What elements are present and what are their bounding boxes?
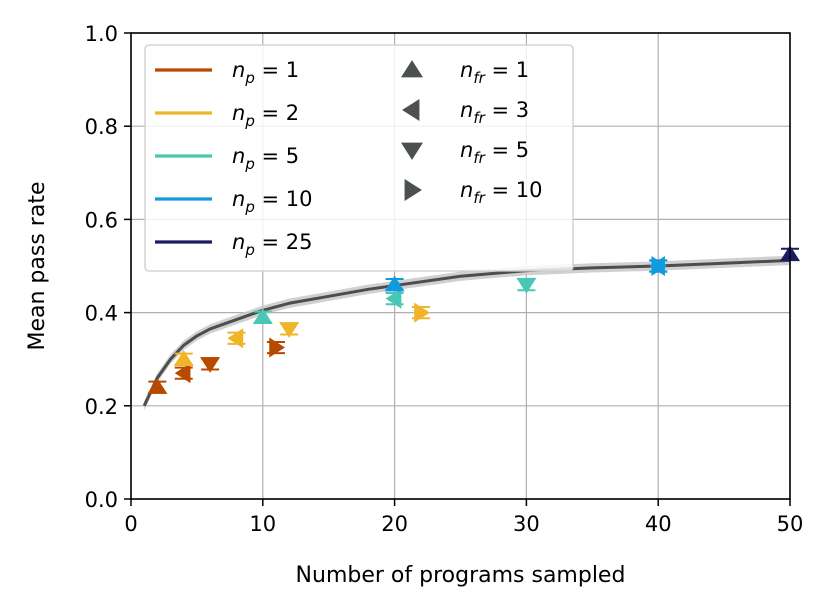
marker-left-1 (174, 363, 191, 384)
data-point-4 (173, 350, 194, 366)
x-axis-title: Number of programs sampled (296, 563, 626, 588)
axes (130, 32, 791, 500)
marker-up-0 (147, 378, 168, 394)
x-tick-label-5: 50 (777, 512, 804, 536)
data-point-3 (266, 337, 285, 358)
data-point-8 (252, 308, 273, 325)
x-tick-label-0: 0 (124, 512, 137, 536)
data-point-7 (411, 302, 430, 323)
marker-up-11 (384, 275, 405, 292)
legend-entry-nfr-1: nfr = 3 (402, 98, 529, 127)
legend-label-nfr-3: nfr = 10 (460, 178, 542, 207)
legend: np = 1 np = 2 np = 5 np = 10 np = 25 nfr = 1 n… (144, 44, 574, 272)
legend-label-np5: np = 5 (232, 144, 299, 173)
legend-entry-np-4: np = 25 (155, 230, 313, 259)
y-tick-label-1: 0.2 (85, 395, 118, 419)
legend-entry-nfr-2: nfr = 5 (401, 138, 529, 167)
marker-left-9 (385, 288, 402, 309)
legend-marker-up (401, 60, 423, 78)
marker-left-5 (227, 328, 244, 349)
legend-label-nfr-0: nfr = 1 (460, 58, 529, 87)
legend-entry-np-3: np = 10 (155, 187, 313, 216)
legend-label-nfr-1: nfr = 3 (460, 98, 529, 127)
marker-down-2 (200, 357, 221, 373)
marker-right-3 (269, 337, 285, 358)
x-tick-label-4: 40 (645, 512, 672, 536)
marker-down-6 (279, 322, 300, 338)
x-tick-label-2: 20 (381, 512, 408, 536)
legend-entry-nfr-3: nfr = 10 (404, 178, 542, 207)
legend-label-np2: np = 2 (232, 101, 299, 130)
legend-label-nfr-2: nfr = 5 (460, 138, 529, 167)
marker-up-8 (252, 308, 273, 325)
legend-label-np1: np = 1 (232, 58, 299, 87)
data-point-13 (649, 256, 668, 276)
y-tick-label-2: 0.4 (85, 302, 118, 326)
legend-marker-down (401, 142, 423, 160)
legend-label-np25: np = 25 (232, 230, 313, 259)
y-tick-label-3: 0.6 (85, 208, 118, 232)
legend-entry-np-1: np = 2 (155, 101, 299, 130)
y-tick-label-4: 0.8 (85, 115, 118, 139)
marker-down-10 (516, 277, 537, 294)
y-tick-label-0: 0.0 (85, 488, 118, 512)
data-point-11 (384, 275, 405, 292)
marker-right-13 (651, 256, 668, 276)
data-point-5 (227, 328, 246, 349)
legend-entry-nfr-0: nfr = 1 (401, 58, 529, 87)
axes-frame (130, 32, 791, 500)
legend-box (144, 44, 574, 272)
curve-layer (142, 258, 791, 407)
data-point-1 (174, 363, 193, 384)
legend-marker-right (404, 179, 422, 201)
y-axis-title: Mean pass rate (25, 182, 50, 351)
legend-label-np10: np = 10 (232, 187, 313, 216)
data-point-2 (200, 357, 221, 373)
ticks: 0 10 20 30 40 50 0.0 0.2 0.4 0.6 0.8 1.0 (85, 22, 804, 536)
y-tick-label-5: 1.0 (85, 22, 118, 46)
data-point-9 (385, 288, 404, 309)
x-tick-label-3: 30 (513, 512, 540, 536)
data-point-10 (516, 277, 537, 294)
mean-curve (142, 258, 791, 407)
legend-entry-np-2: np = 5 (155, 144, 299, 173)
legend-marker-left (402, 99, 420, 121)
legend-entry-np-0: np = 1 (155, 58, 299, 87)
marker-up-4 (173, 350, 194, 366)
data-point-0 (147, 378, 168, 394)
marker-right-7 (414, 302, 430, 323)
x-tick-label-1: 10 (249, 512, 276, 536)
data-point-6 (279, 322, 300, 338)
